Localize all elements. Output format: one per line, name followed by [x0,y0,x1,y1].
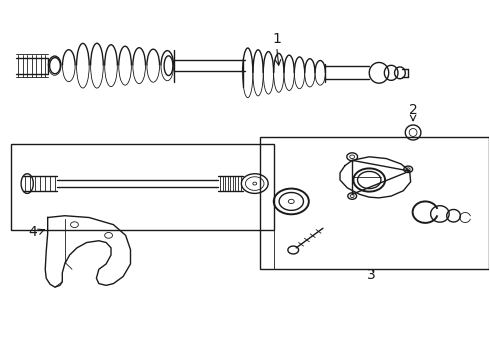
Bar [11,144,274,230]
Text: 2: 2 [409,103,417,117]
Bar [260,137,489,269]
Text: 1: 1 [272,32,281,46]
Text: 4: 4 [29,225,37,239]
Text: 3: 3 [368,268,376,282]
